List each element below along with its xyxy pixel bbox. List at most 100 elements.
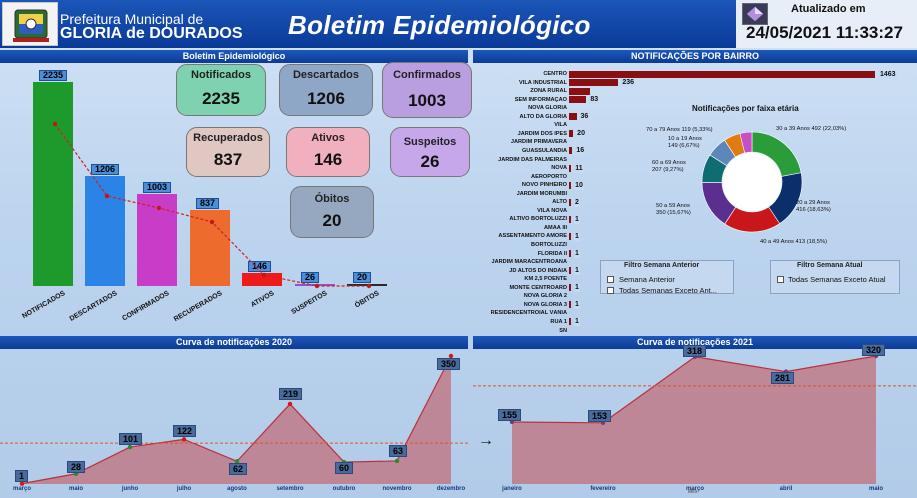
kpi-obitos-label: Óbitos xyxy=(314,193,350,205)
curve-point-label: 1 xyxy=(15,469,29,482)
arrow-icon[interactable]: → xyxy=(478,432,494,449)
bairro-value: 1463 xyxy=(879,70,897,79)
curve-2021-chart xyxy=(473,353,917,484)
checkbox-semana-anterior[interactable] xyxy=(607,276,614,283)
kpi-obitos-value: 20 xyxy=(322,211,342,230)
totals-trend-line xyxy=(52,121,372,289)
org-name-line1: Prefeitura Municipal de xyxy=(60,11,204,27)
option-semana-anterior[interactable]: Semana Anterior xyxy=(619,275,675,284)
bar-category-label: ATIVOS xyxy=(249,290,276,309)
curve-month-label: fevereiro xyxy=(590,486,616,492)
curve-point xyxy=(234,459,240,464)
bairro-name: AMAÁ III xyxy=(544,224,567,231)
pie-slice-label: 60 a 69 Anos 207 (9,27%) xyxy=(652,160,686,173)
filter-anterior-title: Filtro Semana Anterior xyxy=(624,262,700,269)
bar-category-label: DESCARTADOS xyxy=(68,290,119,323)
pie-slice-label: 30 a 39 Anos 492 (22,03%) xyxy=(776,126,847,132)
bairro-value: 10 xyxy=(574,181,584,190)
bairro-name: JD ALTOS DO INDAIA xyxy=(509,267,567,274)
bairro-name: GUASSULANDIA xyxy=(521,147,567,154)
option-todas-exceto-ant[interactable]: Todas Semanas Exceto Ant... xyxy=(619,286,717,295)
bairro-bar xyxy=(569,267,571,275)
curve-point xyxy=(394,458,400,464)
kpi-notificados-value: 2235 xyxy=(202,89,240,108)
curve-point xyxy=(448,353,454,359)
city-logo xyxy=(2,2,58,46)
checkbox-todas-exceto-ant[interactable] xyxy=(607,287,614,294)
update-panel: Atualizado em 24/05/2021 11:33:27 xyxy=(736,0,917,48)
kpi-notificados: Notificados 2235 xyxy=(176,64,266,116)
filter-semana-anterior xyxy=(600,260,734,294)
curve-month-label: janeiro xyxy=(502,486,522,492)
bar-category-label: NOTIFICADOS xyxy=(21,290,67,321)
bairro-value: 1 xyxy=(574,284,580,293)
kpi-obitos: Óbitos 20 xyxy=(290,186,374,238)
bar-value-label: 837 xyxy=(196,197,220,209)
kpi-suspeitos: Suspeitos 26 xyxy=(390,127,470,177)
pie-title: Notificações por faixa etária xyxy=(692,104,799,113)
bar-notificados xyxy=(33,82,73,286)
bairro-value: 236 xyxy=(621,79,636,88)
pie-slice-label: 70 a 79 Anos 119 (5,33%) xyxy=(646,127,713,133)
bar-value-label: 26 xyxy=(301,271,320,283)
checkbox-todas-exceto-atual[interactable] xyxy=(777,276,784,283)
kpi-confirmados: Confirmados 1003 xyxy=(382,62,472,118)
curve-point xyxy=(181,437,187,442)
bairro-name: VILA INDUSTRIAL xyxy=(519,79,567,86)
section-bairros: NOTIFICAÇÕES POR BAIRRO xyxy=(473,50,917,63)
bairro-name: ZONA RURAL xyxy=(530,88,567,95)
kpi-recuperados-value: 837 xyxy=(213,150,243,169)
curve-point-label: 219 xyxy=(279,387,303,400)
bairro-value: 83 xyxy=(589,96,600,105)
bairro-name: NOVA GLORIA 3 xyxy=(523,301,567,308)
bairro-bar xyxy=(569,232,571,240)
bar-óbitos xyxy=(347,284,387,286)
pie-slice-label: 20 a 29 Anos 416 (18,63%) xyxy=(796,200,831,213)
updated-label: Atualizado em xyxy=(791,3,866,15)
bairro-name: VILA NOVA xyxy=(537,207,567,214)
curve-point-label: 155 xyxy=(498,409,522,421)
curve-area xyxy=(22,356,451,484)
bairro-value: 1 xyxy=(574,250,580,259)
kpi-suspeitos-label: Suspeitos xyxy=(403,136,457,148)
bar-value-label: 2235 xyxy=(39,70,68,81)
axis-caption: Mês xyxy=(688,489,698,495)
bairro-name: JARDIM PRIMAVERA xyxy=(510,139,567,146)
kpi-recuperados-label: Recuperados xyxy=(193,132,263,144)
bairro-bar xyxy=(569,130,574,138)
bairro-name: ALTO xyxy=(552,199,567,206)
bar-confirmados xyxy=(137,194,177,286)
refresh-icon[interactable] xyxy=(742,3,768,25)
curve-point-label: 62 xyxy=(229,463,248,476)
bairro-bar xyxy=(569,87,591,95)
bairro-bar xyxy=(569,164,572,172)
bairro-bar xyxy=(569,284,571,292)
curve-point-label: 350 xyxy=(437,358,461,370)
option-todas-exceto-atual[interactable]: Todas Semanas Exceto Atual xyxy=(788,275,886,284)
updated-value: 24/05/2021 11:33:27 xyxy=(746,23,903,42)
age-donut-chart xyxy=(701,131,803,233)
bairro-name: VILA xyxy=(554,122,567,129)
bairro-value: 1 xyxy=(574,232,580,241)
curve-point-label: 63 xyxy=(389,444,408,457)
bairro-value: 1 xyxy=(574,215,580,224)
bairro-bar xyxy=(569,198,571,206)
bairro-value: 16 xyxy=(575,147,586,156)
bairro-bar xyxy=(569,70,875,78)
pie-slice-label: 50 a 59 Anos 350 (15,67%) xyxy=(656,203,691,216)
kpi-suspeitos-value: 26 xyxy=(420,152,440,171)
bairro-name: SEM INFORMAÇÃO xyxy=(514,96,567,103)
kpi-ativos: Ativos 146 xyxy=(286,127,370,177)
bairro-name: CENTRO xyxy=(543,71,567,77)
bairro-bar xyxy=(569,318,571,326)
curve-month-label: dezembro xyxy=(436,486,466,492)
kpi-ativos-label: Ativos xyxy=(311,132,345,144)
bairro-name: NOVA GLORIA xyxy=(528,105,567,112)
bairro-bar xyxy=(569,96,587,104)
kpi-descartados-value: 1206 xyxy=(307,89,345,108)
bar-descartados xyxy=(85,175,125,286)
curve-point-label: 320 xyxy=(862,344,886,356)
bairro-name: JARDIM MORUMBI xyxy=(516,190,567,197)
bairro-name: BORTOLUZZI xyxy=(531,242,567,248)
kpi-notificados-label: Notificados xyxy=(191,69,251,81)
